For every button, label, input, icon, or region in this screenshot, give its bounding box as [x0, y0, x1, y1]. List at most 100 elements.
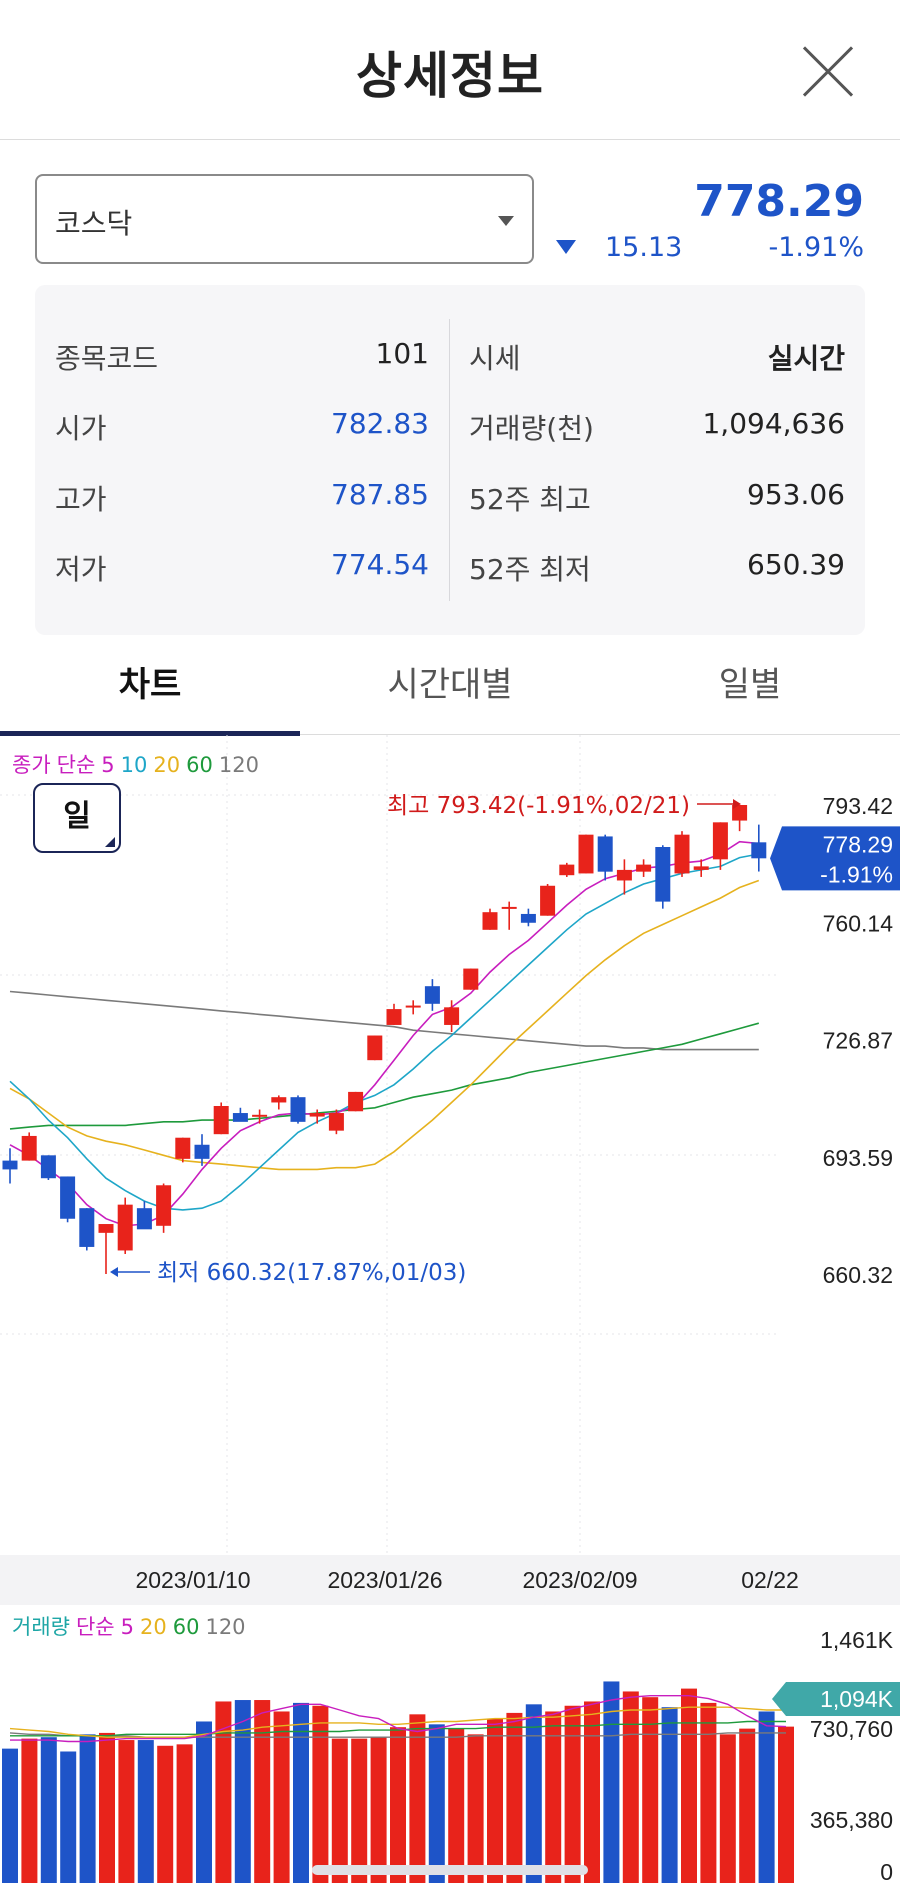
info-label: 종목코드: [55, 342, 159, 375]
volume-tag-label: 1,094K: [820, 1686, 894, 1712]
candle: [156, 1183, 172, 1233]
volume-bar: [584, 1701, 600, 1883]
candle-body: [40, 1155, 56, 1179]
volume-bar: [719, 1734, 736, 1883]
volume-bar: [448, 1728, 465, 1883]
volume-bar: [254, 1700, 271, 1883]
volume-bar: [196, 1721, 212, 1883]
volume-ma5-line: [10, 1695, 787, 1743]
candle: [520, 908, 536, 927]
legend-simple: 단순: [56, 753, 96, 777]
current-price-tag-rate: -1.91%: [820, 861, 893, 887]
candle: [482, 908, 498, 930]
candle-body: [213, 1105, 229, 1135]
header: 상세정보: [0, 0, 900, 140]
tab-chart[interactable]: 차트: [0, 655, 300, 736]
candle: [98, 1224, 114, 1274]
y-tick-label: 760.14: [823, 910, 894, 936]
volume-bar: [681, 1688, 697, 1883]
candle: [540, 884, 556, 916]
volume-bar: [215, 1701, 232, 1883]
volume-bar: [506, 1712, 523, 1883]
candle-body: [98, 1224, 114, 1233]
candle-body: [2, 1160, 18, 1170]
period-button[interactable]: 일: [33, 783, 121, 853]
candle-body: [578, 834, 594, 874]
volume-bar: [293, 1702, 309, 1883]
volume-bar: [409, 1714, 426, 1883]
volume-ma60-line: [10, 1720, 786, 1737]
candle: [405, 1000, 421, 1015]
ma10-line: [9, 853, 759, 1211]
volume-bar: [137, 1740, 154, 1883]
candle-body: [540, 885, 556, 916]
low-annotation-arrow-head: [110, 1267, 118, 1277]
ma5-line: [9, 840, 759, 1227]
volume-bar: [428, 1724, 445, 1883]
candle-body: [348, 1091, 364, 1112]
volume-bar: [273, 1711, 290, 1883]
tab-by-time[interactable]: 시간대별: [387, 665, 513, 705]
candle: [348, 1091, 364, 1112]
candle: [40, 1155, 56, 1180]
volume-bar: [390, 1727, 406, 1883]
info-value: 953.06: [747, 478, 845, 511]
candle: [117, 1197, 133, 1254]
legend-simple: 단순: [75, 1615, 115, 1639]
volume-bar: [79, 1734, 96, 1883]
volume-bar: [661, 1707, 678, 1883]
candle: [136, 1201, 152, 1230]
close-icon[interactable]: [800, 44, 856, 100]
y-tick-label: 726.87: [823, 1028, 893, 1054]
legend-vma20: 20: [139, 1615, 167, 1639]
candle-body: [290, 1097, 306, 1122]
candle: [386, 1003, 402, 1025]
candle-body: [501, 906, 517, 909]
candle: [2, 1148, 18, 1184]
tab-daily[interactable]: 일별: [718, 665, 782, 705]
ma120-line: [9, 990, 759, 1051]
price-legend: 종가 단순 5 10 20 60 120: [12, 749, 265, 779]
high-annotation: 최고 793.42(-1.91%,02/21): [387, 793, 690, 819]
candle-body: [60, 1176, 76, 1219]
info-label: 52주 최고: [469, 483, 591, 516]
candle: [559, 862, 575, 877]
candle-body: [636, 864, 652, 872]
x-tick-label: 2023/01/26: [327, 1567, 442, 1593]
legend-ma120: 120: [218, 753, 259, 777]
x-tick-label: 02/22: [741, 1567, 799, 1593]
chart-area[interactable]: 793.42 760.14 726.87 693.59 660.32 최고 793.42(…: [0, 735, 900, 1883]
y-tick-label: 693.59: [823, 1145, 893, 1171]
info-value: 650.39: [747, 548, 845, 581]
tab-bar: 차트 시간대별 일별: [0, 655, 900, 736]
candle-body: [597, 836, 613, 872]
current-price: 778.29: [694, 176, 864, 227]
candle: [636, 859, 652, 877]
candle: [367, 1035, 383, 1061]
candle: [175, 1137, 191, 1163]
chart-scrollbar[interactable]: [312, 1865, 588, 1875]
market-select[interactable]: 코스닥: [35, 174, 534, 264]
candle: [213, 1102, 229, 1135]
y-tick-label: 793.42: [823, 793, 893, 819]
info-label: 52주 최저: [469, 553, 591, 586]
volume-bar: [739, 1728, 756, 1883]
volume-bar: [234, 1700, 251, 1883]
high-annotation-arrow-head: [733, 799, 741, 809]
current-price-tag: [770, 826, 900, 891]
volume-bar: [603, 1681, 620, 1883]
candle: [424, 979, 440, 1011]
candle-body: [328, 1113, 344, 1131]
low-annotation: 최저 660.32(17.87%,01/03): [157, 1260, 466, 1286]
candle-body: [386, 1009, 402, 1025]
candle-body: [309, 1113, 325, 1117]
price-change-rate: -1.91%: [768, 232, 864, 263]
price-chart[interactable]: 793.42 760.14 726.87 693.59 660.32 최고 793.42(…: [0, 735, 900, 1883]
market-select-value: 코스닥: [55, 207, 133, 240]
x-tick-label: 2023/02/09: [522, 1567, 637, 1593]
volume-y-tick-label: 365,380: [810, 1807, 893, 1833]
candle-body: [21, 1135, 37, 1161]
ma60-line: [9, 1022, 760, 1130]
volume-bar: [545, 1711, 562, 1883]
page-title: 상세정보: [356, 47, 544, 105]
